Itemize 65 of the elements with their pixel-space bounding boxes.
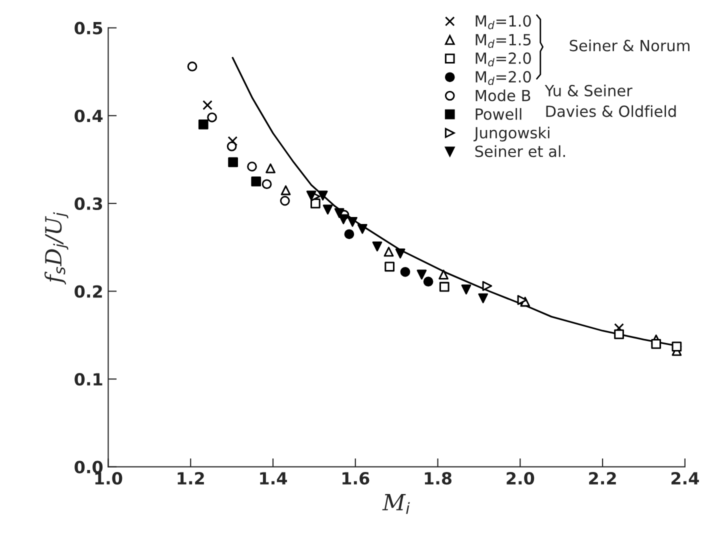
point [384,262,395,272]
x-tick-label: 2.4 [672,472,699,484]
y-tick-label: 0.1 [74,372,102,386]
y-tick-label: 0.3 [74,197,102,210]
point [672,342,682,352]
point [461,284,472,294]
x-tick-label: 1.2 [178,472,204,484]
legend-label: M$_{d}$=1.0 [476,15,531,30]
legend-label: Mode B [476,89,530,102]
point [262,179,272,190]
point [266,163,276,174]
legend-label: Seiner et al. [475,145,565,158]
legend-label: M$_{d}$=2.0 [476,71,531,86]
y-tick-label: 0.5 [74,22,102,34]
point [395,248,406,258]
point [614,329,624,340]
y-tick-label: 0.4 [74,110,103,122]
x-tick-label: 1.6 [342,472,370,485]
x-tick-label: 2.0 [506,472,534,485]
annotation: Seiner & Norum [570,40,690,52]
annotation: Davies & Oldfield [546,105,676,118]
x-tick-label: 1.8 [424,472,452,485]
point [348,216,358,227]
point [517,295,528,305]
point [478,293,488,304]
point [344,229,354,240]
y-tick-label: 0.0 [74,460,103,474]
legend-label: M$_{d}$=1.5 [476,34,531,48]
point [280,196,290,206]
point [226,141,237,152]
x-tick-label: 1.4 [260,472,287,484]
legend-label: Jungowski [474,126,550,142]
point [207,112,217,122]
point [228,136,238,146]
x-tick-label: 2.2 [589,472,616,484]
x-axis-title: M$_{i}$ [382,494,410,514]
point [334,208,344,218]
point [423,276,434,287]
point [306,190,316,200]
y-axis-title: f$_{s}$D$_{j}$/U$_{j}$ [44,212,68,284]
point [310,198,320,208]
point [439,282,450,292]
point [228,157,238,168]
point [251,176,262,186]
point [400,266,410,277]
point [372,242,382,252]
point [651,338,662,349]
point [357,224,368,234]
point [416,270,427,280]
legend-label: Powell [476,108,522,120]
point [202,100,212,110]
y-tick-label: 0.2 [74,285,102,298]
point [247,162,257,172]
point [322,204,333,215]
point [280,185,291,196]
x-tick-label: 1.0 [95,472,122,485]
point [438,270,448,280]
point [482,281,492,291]
legend-label: M$_{d}$=2.0 [476,52,531,66]
point [198,119,208,130]
point [338,214,348,224]
annotation: Yu & Seiner [544,84,632,96]
point [318,190,328,200]
point [384,246,394,257]
point [187,62,198,72]
